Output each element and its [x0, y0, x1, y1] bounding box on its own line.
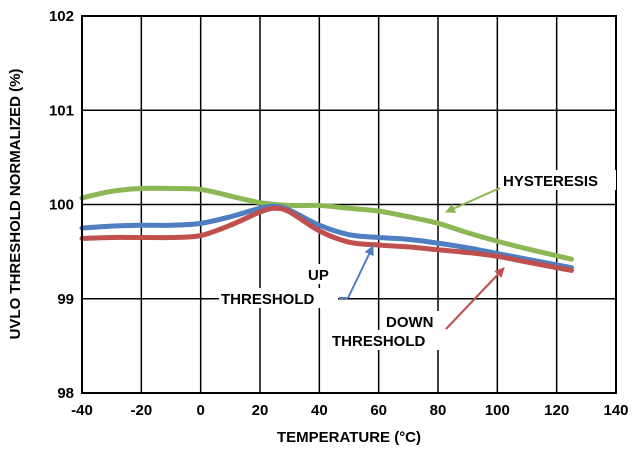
x-tick-label: 80 [430, 402, 447, 419]
plot-frame [81, 15, 617, 394]
up-threshold-leader [347, 245, 374, 299]
up-threshold-label-bg [219, 288, 338, 308]
x-tick-label: 120 [544, 402, 569, 419]
down-threshold-label-bg [330, 330, 448, 350]
grid [82, 16, 616, 393]
up-threshold-line [79, 203, 574, 271]
x-tick-label: 140 [603, 402, 628, 419]
x-tick-label: 60 [370, 402, 387, 419]
x-tick-label: 20 [252, 402, 269, 419]
y-axis-title: UVLO THRESHOLD NORMALIZED (%) [7, 69, 24, 340]
down-threshold-label: THRESHOLD [332, 333, 426, 350]
up-label-bg [306, 264, 336, 284]
hysteresis-label-bg [502, 170, 616, 190]
x-axis-title: TEMPERATURE (°C) [277, 429, 421, 446]
y-tick-label: 102 [49, 8, 74, 25]
x-tick-label: 100 [485, 402, 510, 419]
up-label: UP [308, 267, 329, 284]
hysteresis-line [79, 185, 574, 262]
y-tick-label: 100 [49, 197, 74, 214]
y-tick-label: 98 [57, 385, 74, 402]
down-label: DOWN [386, 314, 434, 331]
tick-labels: -40 -20 0 20 40 60 80 100 120 140 98 99 100 101 102 [49, 8, 629, 419]
annotations: HYSTERESIS UP THRESHOLD DOWN THRESHOLD [219, 170, 616, 350]
x-tick-label: -40 [71, 402, 93, 419]
hysteresis-label: HYSTERESIS [503, 173, 598, 190]
x-tick-label: 0 [196, 402, 204, 419]
y-tick-label: 101 [49, 102, 74, 119]
down-threshold-leader [445, 267, 505, 330]
x-tick-label: 40 [311, 402, 328, 419]
hysteresis-leader [445, 187, 501, 213]
down-threshold-line [79, 205, 574, 273]
down-label-bg [384, 311, 444, 331]
up-threshold-label: THRESHOLD [221, 291, 315, 308]
x-tick-label: -20 [130, 402, 152, 419]
y-tick-label: 99 [57, 291, 74, 308]
series-lines [79, 185, 574, 273]
